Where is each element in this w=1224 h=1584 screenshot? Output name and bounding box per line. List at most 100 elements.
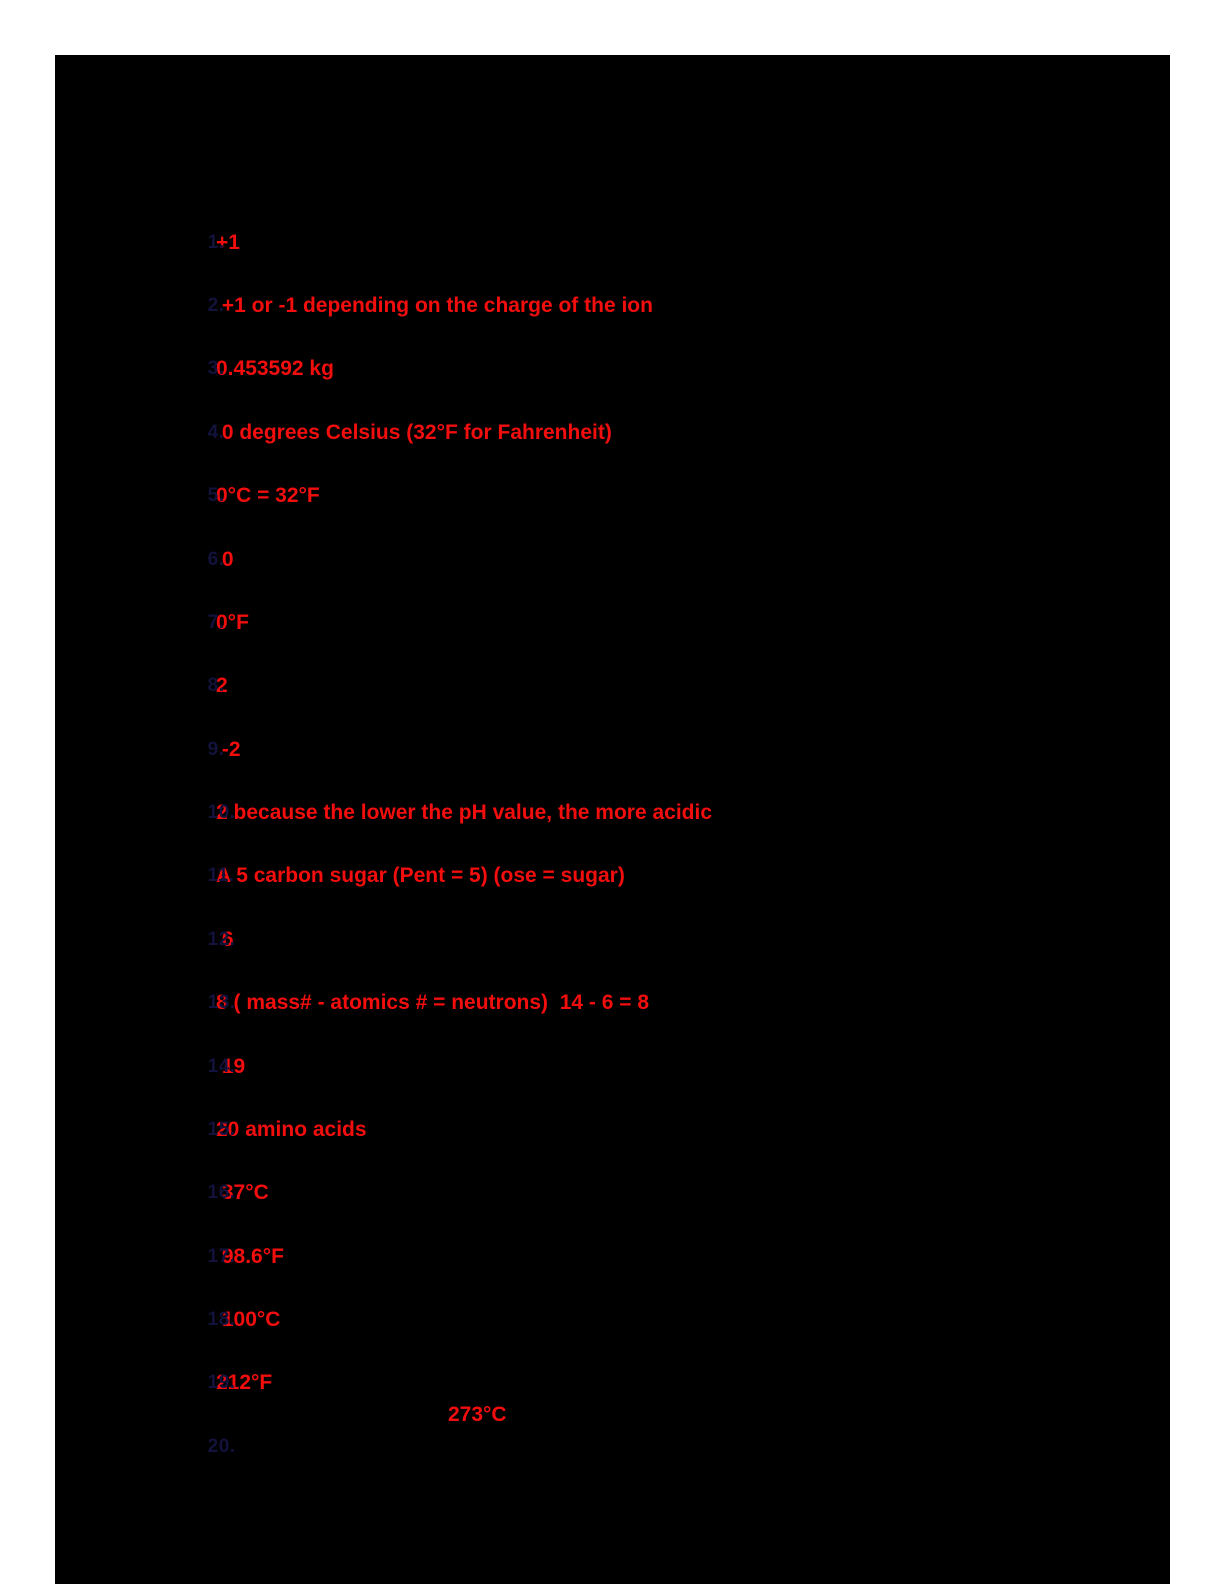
answer-text: 0 degrees Celsius (32°F for Fahrenheit) — [216, 420, 612, 444]
qa-item: 18. 100°C — [181, 1272, 1141, 1335]
answer-line: 0°C = 32°F — [181, 480, 1141, 512]
question-line: 11. — [181, 829, 1141, 886]
question-number: 2. — [207, 295, 225, 317]
answer-line: -2 — [181, 734, 1141, 766]
qa-item: 5. 0°C = 32°F — [181, 449, 1141, 512]
answer-line: A 5 carbon sugar (Pent = 5) (ose = sugar… — [181, 860, 1141, 892]
question-number: 13. — [207, 992, 236, 1014]
question-line: 7. — [181, 575, 1141, 633]
question-line: 3. — [181, 322, 1141, 379]
question-number: 20. — [207, 1435, 236, 1457]
answer-line: +1 — [181, 227, 1141, 259]
answer-line: 0.453592 kg — [181, 353, 1141, 385]
qa-item: 9. -2 — [181, 702, 1141, 765]
question-number: 1. — [207, 231, 225, 253]
answer-line: 0 — [181, 544, 1141, 576]
question-line: 13. — [181, 956, 1141, 1013]
answer-text: 8 ( mass# - atomics # = neutrons) 14 - 6… — [216, 991, 650, 1015]
answer-text: A 5 carbon sugar (Pent = 5) (ose = sugar… — [216, 864, 625, 888]
qa-item: 6. 0 — [181, 512, 1141, 575]
question-line: 6. — [181, 512, 1141, 570]
qa-item: 10. 2 because the lower the pH value, th… — [181, 765, 1141, 828]
answer-text: 19 — [216, 1054, 246, 1078]
qa-item: 4. 0 degrees Celsius (32°F for Fahrenhei… — [181, 385, 1141, 448]
answer-text: +1 or -1 depending on the charge of the … — [216, 294, 653, 318]
question-line: 4. — [181, 385, 1141, 443]
answer-line: 0°F — [181, 607, 1141, 639]
question-number: 5. — [207, 485, 225, 507]
page-black-region: 1. +1 2. +1 or -1 depending on the charg… — [55, 55, 1170, 1584]
answer-line: +1 or -1 depending on the charge of the … — [181, 290, 1141, 322]
answer-line: 2 — [181, 670, 1141, 702]
question-number: 9. — [207, 738, 225, 760]
answer-line: 37°C — [181, 1177, 1141, 1209]
answer-text: 37°C — [216, 1181, 269, 1205]
answer-line: 2 because the lower the pH value, the mo… — [181, 797, 1141, 829]
question-line: 16. — [181, 1146, 1141, 1203]
answer-text: 100°C — [216, 1308, 281, 1332]
qa-item: 8. 2 — [181, 639, 1141, 702]
question-number: 6. — [207, 548, 225, 570]
question-line: 9. — [181, 702, 1141, 760]
question-line: 5. — [181, 449, 1141, 506]
answer-text: 98.6°F — [216, 1244, 284, 1268]
answer-line: 8 ( mass# - atomics # = neutrons) 14 - 6… — [181, 987, 1141, 1019]
question-line: 8. — [181, 639, 1141, 696]
question-line: 12. — [181, 892, 1141, 950]
answer-line: 20 amino acids — [181, 1114, 1141, 1146]
answer-line: 0 degrees Celsius (32°F for Fahrenheit) — [181, 417, 1141, 449]
answer-text: 0.453592 kg — [216, 357, 334, 381]
question-line: 17. — [181, 1209, 1141, 1267]
question-number: 8. — [207, 675, 225, 697]
qa-item: 19. 212°F — [181, 1336, 1141, 1399]
question-number: 17. — [207, 1245, 236, 1267]
qa-item: 20. 273°C — [181, 1399, 1141, 1457]
answer-text: 20 amino acids — [216, 1117, 367, 1141]
answer-text: 2 because the lower the pH value, the mo… — [216, 801, 713, 825]
answer-text: +1 — [216, 230, 240, 254]
qa-item: 13. 8 ( mass# - atomics # = neutrons) 14… — [181, 956, 1141, 1019]
question-line: 18. — [181, 1272, 1141, 1330]
question-number: 7. — [207, 611, 225, 633]
answer-line: 212°F — [181, 1367, 1141, 1399]
qa-item: 17. 98.6°F — [181, 1209, 1141, 1272]
question-line: 15. — [181, 1082, 1141, 1140]
answer-line: 6 — [181, 924, 1141, 956]
qa-item: 2. +1 or -1 depending on the charge of t… — [181, 258, 1141, 321]
answer-line: 19 — [181, 1051, 1141, 1083]
question-line: 20. 273°C — [181, 1399, 1141, 1457]
answer-text: -2 — [216, 737, 241, 761]
answer-line: 98.6°F — [181, 1241, 1141, 1273]
qa-item: 1. +1 — [181, 195, 1141, 258]
qa-item: 16. 37°C — [181, 1146, 1141, 1209]
question-number: 14. — [207, 1055, 236, 1077]
answer-text: 0°F — [216, 610, 249, 634]
question-number: 18. — [207, 1309, 236, 1331]
answer-line: 100°C — [181, 1304, 1141, 1336]
answer-text: 6 — [216, 927, 234, 951]
question-number: 3. — [207, 358, 225, 380]
qa-item: 3. 0.453592 kg — [181, 322, 1141, 385]
question-line: 10. — [181, 765, 1141, 823]
qa-item: 12. 6 — [181, 892, 1141, 955]
qa-list: 1. +1 2. +1 or -1 depending on the charg… — [181, 195, 1141, 1457]
answer-text: 0 — [216, 547, 234, 571]
question-line: 1. — [181, 195, 1141, 253]
answer-text: 212°F — [216, 1371, 273, 1395]
question-number: 12. — [207, 928, 236, 950]
question-number: 11. — [207, 865, 235, 887]
qa-item: 14. 19 — [181, 1019, 1141, 1082]
qa-item: 15. 20 amino acids — [181, 1082, 1141, 1145]
question-number: 19. — [207, 1372, 236, 1394]
qa-item: 11. A 5 carbon sugar (Pent = 5) (ose = s… — [181, 829, 1141, 892]
qa-item: 7. 0°F — [181, 575, 1141, 638]
question-number: 10. — [207, 802, 236, 824]
question-number: 15. — [207, 1118, 236, 1140]
answer-text: 273°C — [448, 1403, 507, 1427]
answer-text: 0°C = 32°F — [216, 484, 320, 508]
question-line: 19. — [181, 1336, 1141, 1393]
question-line: 2. — [181, 258, 1141, 316]
question-line: 14. — [181, 1019, 1141, 1077]
question-number: 4. — [207, 421, 225, 443]
